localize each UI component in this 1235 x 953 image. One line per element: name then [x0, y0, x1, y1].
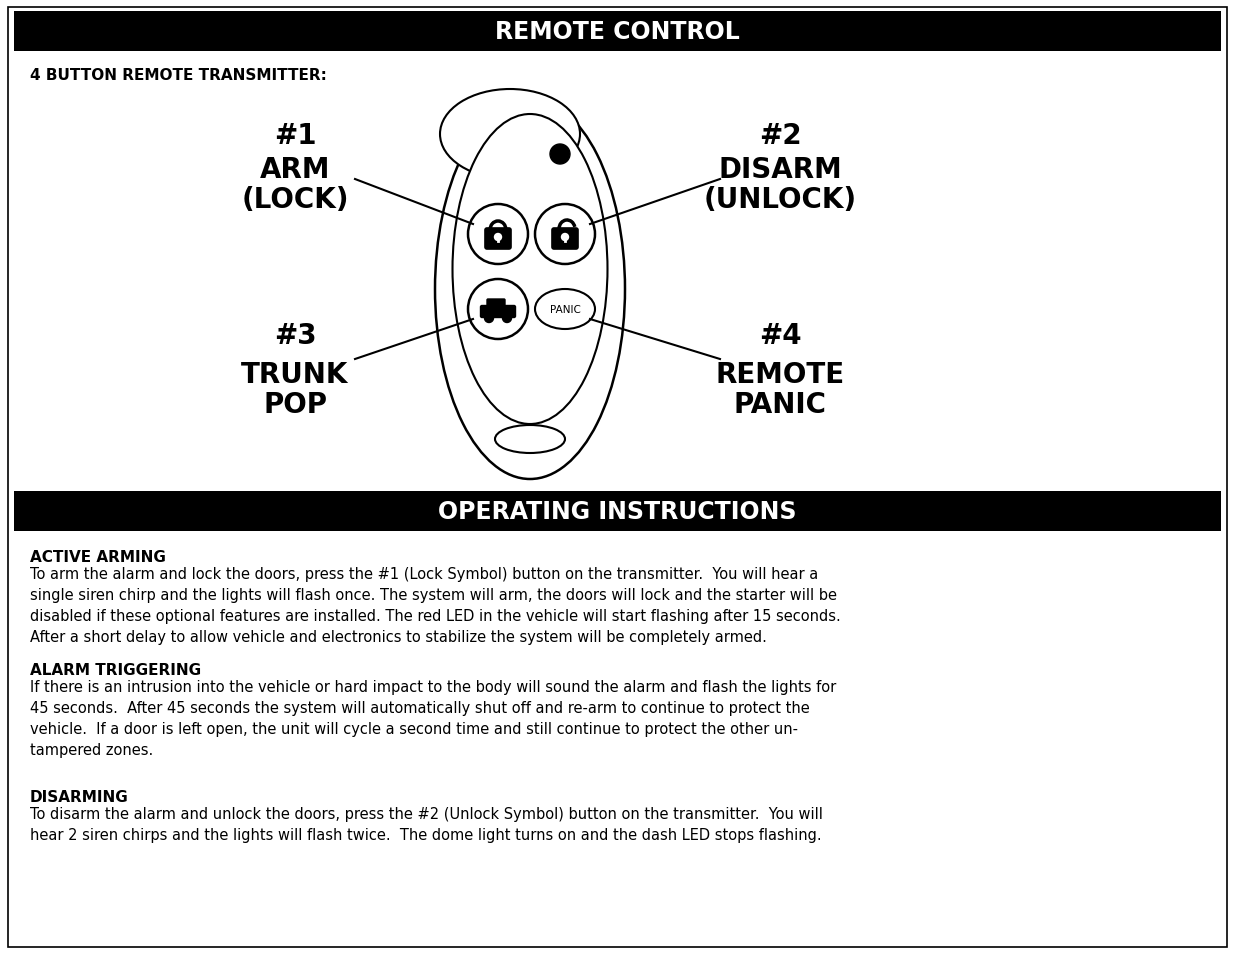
FancyBboxPatch shape: [485, 229, 511, 250]
Text: OPERATING INSTRUCTIONS: OPERATING INSTRUCTIONS: [437, 499, 797, 523]
Circle shape: [562, 234, 568, 241]
Text: 4 BUTTON REMOTE TRANSMITTER:: 4 BUTTON REMOTE TRANSMITTER:: [30, 68, 327, 83]
FancyBboxPatch shape: [480, 306, 515, 318]
Text: #4: #4: [758, 322, 802, 350]
Text: #3: #3: [274, 322, 316, 350]
Ellipse shape: [452, 115, 608, 424]
Circle shape: [550, 145, 571, 165]
Text: #2: #2: [758, 122, 802, 150]
Circle shape: [503, 314, 511, 323]
Text: REMOTE
PANIC: REMOTE PANIC: [715, 360, 845, 418]
FancyBboxPatch shape: [552, 229, 578, 250]
Text: #1: #1: [274, 122, 316, 150]
Bar: [14, 12, 1221, 52]
Ellipse shape: [440, 90, 580, 180]
Circle shape: [484, 314, 494, 323]
Circle shape: [468, 205, 529, 265]
Text: TRUNK
POP: TRUNK POP: [241, 360, 348, 418]
Text: DISARMING: DISARMING: [30, 789, 128, 804]
Text: DISARM
(UNLOCK): DISARM (UNLOCK): [704, 155, 857, 213]
Text: To arm the alarm and lock the doors, press the #1 (Lock Symbol) button on the tr: To arm the alarm and lock the doors, pre…: [30, 566, 841, 644]
Text: ARM
(LOCK): ARM (LOCK): [241, 155, 348, 213]
Circle shape: [494, 234, 501, 241]
FancyBboxPatch shape: [487, 299, 505, 309]
Circle shape: [468, 280, 529, 339]
Ellipse shape: [495, 426, 564, 454]
Text: PANIC: PANIC: [550, 305, 580, 314]
Text: If there is an intrusion into the vehicle or hard impact to the body will sound : If there is an intrusion into the vehicl…: [30, 679, 836, 758]
Text: To disarm the alarm and unlock the doors, press the #2 (Unlock Symbol) button on: To disarm the alarm and unlock the doors…: [30, 806, 823, 842]
Bar: [14, 492, 1221, 532]
Text: ACTIVE ARMING: ACTIVE ARMING: [30, 550, 165, 564]
Text: REMOTE CONTROL: REMOTE CONTROL: [495, 20, 740, 44]
Ellipse shape: [535, 290, 595, 330]
Text: ALARM TRIGGERING: ALARM TRIGGERING: [30, 662, 201, 678]
Circle shape: [535, 205, 595, 265]
Ellipse shape: [435, 100, 625, 479]
